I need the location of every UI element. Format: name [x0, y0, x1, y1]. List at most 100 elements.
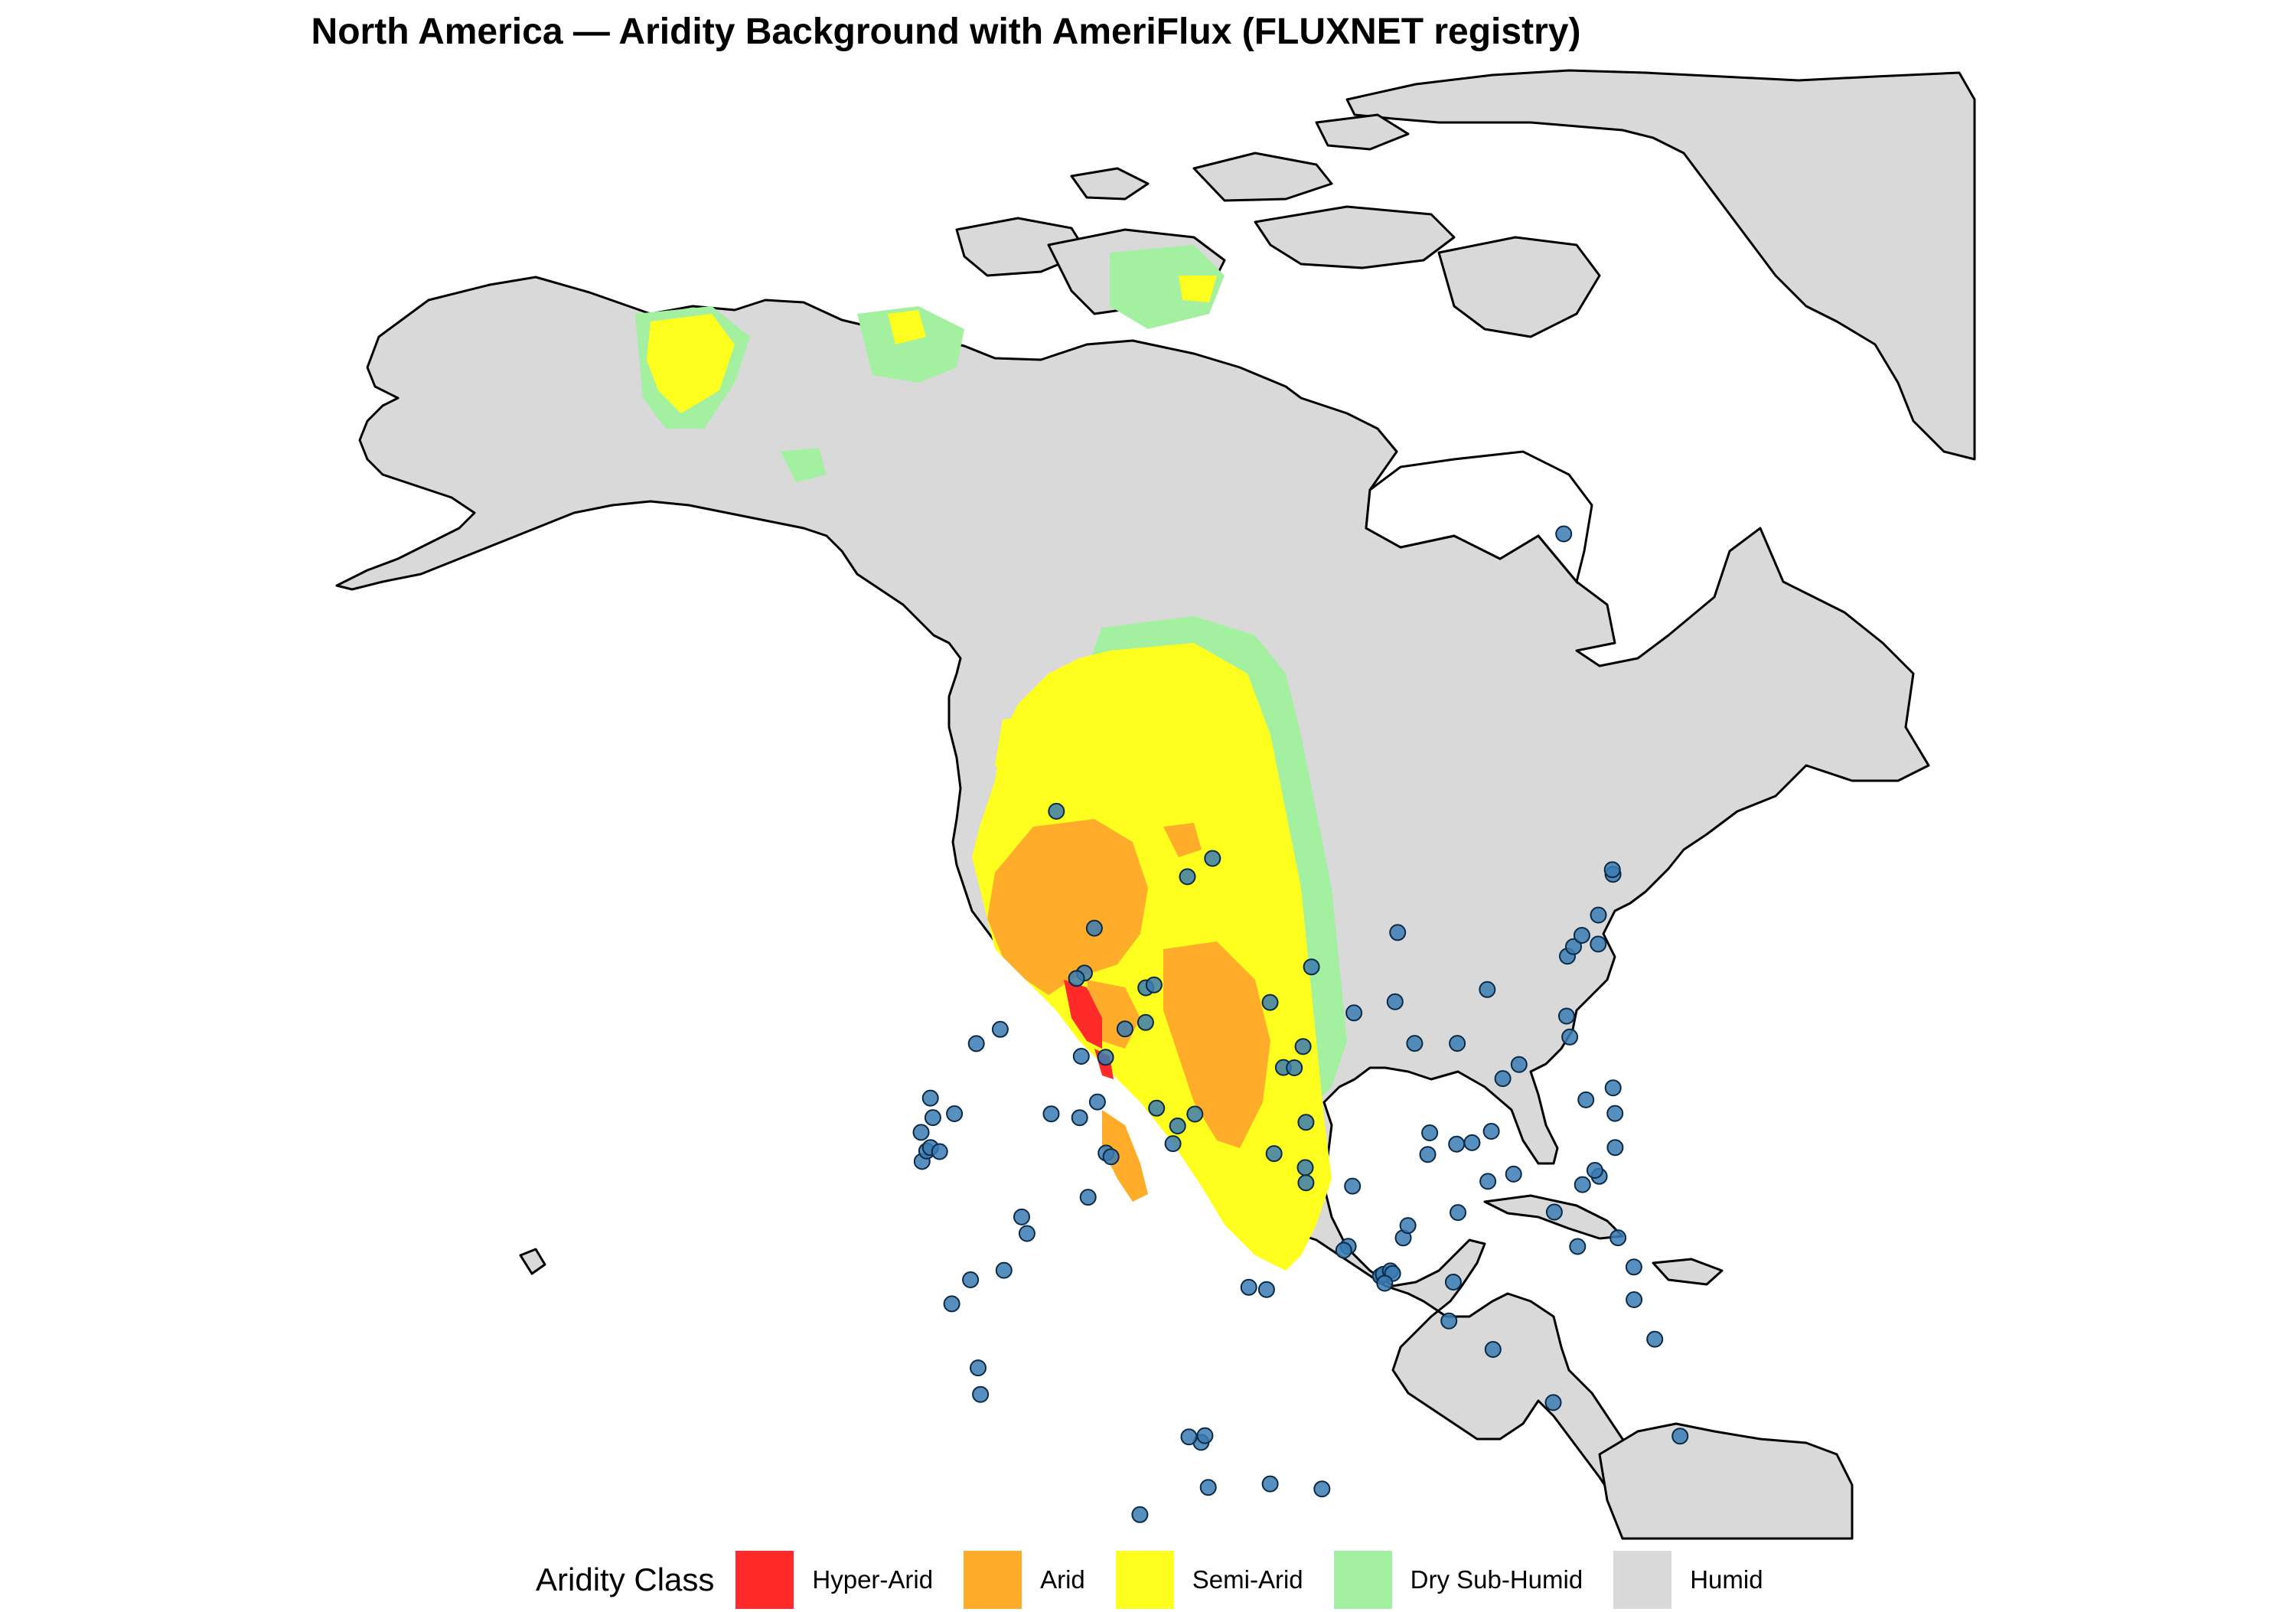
ameriflux-site-marker[interactable]: [943, 1295, 960, 1313]
ameriflux-site-marker[interactable]: [1116, 1020, 1133, 1038]
ameriflux-site-marker[interactable]: [1603, 861, 1621, 879]
ameriflux-site-marker[interactable]: [972, 1385, 990, 1403]
ameriflux-site-marker[interactable]: [1261, 994, 1279, 1011]
ameriflux-site-marker[interactable]: [1449, 1035, 1466, 1052]
ameriflux-site-marker[interactable]: [1335, 1242, 1352, 1259]
legend-swatch-dry-sub-humid: [1333, 1551, 1392, 1609]
ameriflux-site-marker[interactable]: [1048, 802, 1065, 820]
ameriflux-site-marker[interactable]: [1444, 1274, 1462, 1291]
ameriflux-site-marker[interactable]: [1544, 1394, 1562, 1411]
ameriflux-site-marker[interactable]: [1296, 1159, 1314, 1176]
ameriflux-site-marker[interactable]: [970, 1359, 987, 1377]
ameriflux-site-marker[interactable]: [1345, 1004, 1363, 1022]
ameriflux-site-marker[interactable]: [1102, 1148, 1120, 1166]
legend-title: Aridity Class: [536, 1561, 715, 1597]
ameriflux-site-marker[interactable]: [1406, 1035, 1424, 1052]
ameriflux-site-marker[interactable]: [1344, 1177, 1362, 1195]
ameriflux-site-marker[interactable]: [1505, 1165, 1522, 1183]
ameriflux-site-marker[interactable]: [921, 1089, 939, 1107]
ameriflux-site-marker[interactable]: [1018, 1225, 1035, 1242]
ameriflux-site-marker[interactable]: [1555, 525, 1573, 543]
ameriflux-site-marker[interactable]: [1303, 958, 1320, 976]
ameriflux-site-marker[interactable]: [1440, 1312, 1458, 1330]
ameriflux-site-marker[interactable]: [1294, 1038, 1312, 1056]
south-america: [1598, 1422, 1854, 1540]
ameriflux-site-marker[interactable]: [1577, 1091, 1595, 1108]
ameriflux-site-marker[interactable]: [1479, 981, 1496, 998]
ameriflux-site-marker[interactable]: [1085, 919, 1103, 937]
ameriflux-site-marker[interactable]: [995, 1261, 1013, 1279]
ameriflux-site-marker[interactable]: [1590, 906, 1607, 924]
ameriflux-site-marker[interactable]: [1097, 1049, 1114, 1066]
ameriflux-site-marker[interactable]: [946, 1105, 964, 1122]
ameriflux-site-marker[interactable]: [1179, 868, 1196, 886]
ameriflux-site-marker[interactable]: [1286, 1059, 1303, 1076]
ameriflux-site-marker[interactable]: [1079, 1189, 1097, 1206]
ameriflux-sites-layer: [912, 525, 1689, 1523]
ameriflux-site-marker[interactable]: [1145, 976, 1163, 994]
ameriflux-site-marker[interactable]: [1606, 1105, 1624, 1122]
ameriflux-site-marker[interactable]: [1590, 935, 1607, 953]
ameriflux-site-marker[interactable]: [1265, 1145, 1283, 1163]
ameriflux-site-marker[interactable]: [1494, 1070, 1512, 1088]
ameriflux-site-marker[interactable]: [1606, 1139, 1624, 1157]
ameriflux-site-marker[interactable]: [1261, 1475, 1279, 1493]
ameriflux-site-marker[interactable]: [1164, 1135, 1182, 1153]
ameriflux-site-marker[interactable]: [1399, 1217, 1417, 1235]
ameriflux-site-marker[interactable]: [1204, 850, 1221, 867]
ameriflux-site-marker[interactable]: [1257, 1281, 1275, 1298]
ameriflux-site-marker[interactable]: [1313, 1480, 1331, 1498]
arctic-island-7: [1315, 113, 1410, 151]
ameriflux-site-marker[interactable]: [1072, 1048, 1090, 1065]
ameriflux-site-marker[interactable]: [1131, 1506, 1149, 1523]
ameriflux-site-marker[interactable]: [1574, 1176, 1591, 1193]
ameriflux-site-marker[interactable]: [1482, 1123, 1500, 1140]
ameriflux-site-marker[interactable]: [1626, 1291, 1643, 1308]
arctic-island-6: [1070, 167, 1150, 201]
ameriflux-site-marker[interactable]: [1068, 970, 1085, 987]
ameriflux-site-marker[interactable]: [1450, 1204, 1466, 1222]
ameriflux-site-marker[interactable]: [1604, 1079, 1622, 1097]
ameriflux-site-marker[interactable]: [1557, 1007, 1575, 1025]
ameriflux-site-marker[interactable]: [1376, 1274, 1394, 1292]
ameriflux-site-marker[interactable]: [1199, 1479, 1217, 1496]
ameriflux-site-marker[interactable]: [1186, 1105, 1204, 1123]
ameriflux-site-marker[interactable]: [1569, 1238, 1587, 1255]
ameriflux-site-marker[interactable]: [1240, 1278, 1257, 1296]
ameriflux-site-marker[interactable]: [1013, 1208, 1030, 1225]
ameriflux-site-marker[interactable]: [1671, 1428, 1689, 1445]
ameriflux-site-marker[interactable]: [1625, 1258, 1642, 1276]
ameriflux-site-marker[interactable]: [1573, 927, 1590, 944]
ameriflux-site-marker[interactable]: [1421, 1124, 1439, 1141]
ameriflux-site-marker[interactable]: [1389, 924, 1407, 941]
ameriflux-site-marker[interactable]: [1484, 1341, 1502, 1358]
ameriflux-site-marker[interactable]: [1463, 1134, 1481, 1151]
ameriflux-site-marker[interactable]: [967, 1035, 985, 1052]
ameriflux-site-marker[interactable]: [1169, 1118, 1186, 1134]
ameriflux-site-marker[interactable]: [1609, 1229, 1627, 1247]
ameriflux-site-marker[interactable]: [962, 1271, 980, 1288]
ameriflux-site-marker[interactable]: [1448, 1135, 1466, 1153]
ameriflux-site-marker[interactable]: [924, 1109, 941, 1127]
ameriflux-site-marker[interactable]: [931, 1143, 948, 1160]
ameriflux-site-marker[interactable]: [1042, 1105, 1060, 1123]
ameriflux-site-marker[interactable]: [1479, 1173, 1497, 1190]
ameriflux-site-marker[interactable]: [1071, 1109, 1088, 1127]
ameriflux-site-marker[interactable]: [1510, 1056, 1528, 1073]
ameriflux-site-marker[interactable]: [1297, 1114, 1315, 1131]
ameriflux-site-marker[interactable]: [1419, 1146, 1437, 1163]
ameriflux-site-marker[interactable]: [1297, 1174, 1315, 1192]
ameriflux-site-marker[interactable]: [912, 1124, 930, 1141]
ameriflux-site-marker[interactable]: [1386, 993, 1404, 1010]
ameriflux-site-marker[interactable]: [1561, 1028, 1579, 1046]
ameriflux-site-marker[interactable]: [1565, 938, 1582, 955]
ameriflux-site-marker[interactable]: [1088, 1093, 1106, 1111]
ameriflux-site-marker[interactable]: [1180, 1428, 1198, 1446]
ameriflux-site-marker[interactable]: [1148, 1099, 1166, 1117]
ameriflux-site-marker[interactable]: [1646, 1330, 1664, 1348]
ameriflux-site-marker[interactable]: [991, 1020, 1009, 1038]
ameriflux-site-marker[interactable]: [1545, 1203, 1563, 1221]
ameriflux-site-marker[interactable]: [1586, 1162, 1603, 1179]
ameriflux-site-marker[interactable]: [1196, 1427, 1214, 1444]
ameriflux-site-marker[interactable]: [1137, 1013, 1154, 1031]
